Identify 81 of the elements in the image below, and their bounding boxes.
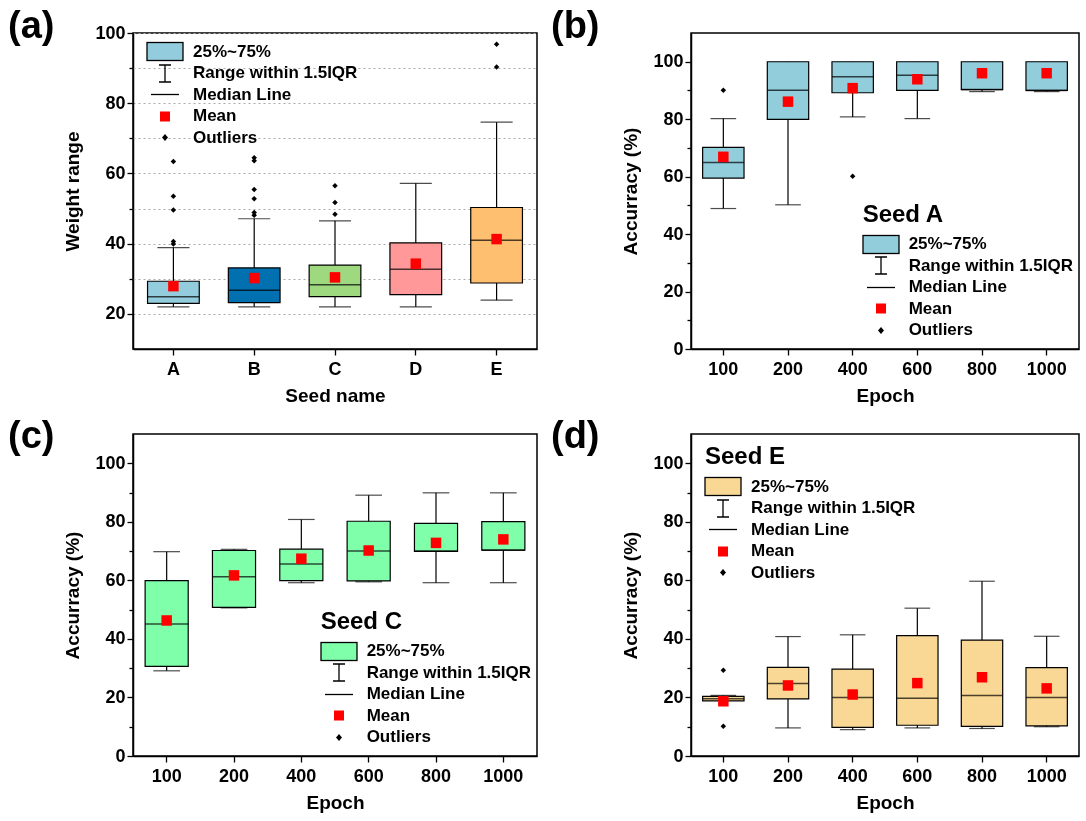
- x-tick-label: 600: [902, 358, 933, 379]
- x-tick-label: 800: [966, 358, 998, 379]
- annotation: Median Line: [908, 277, 1007, 298]
- annotation: Outliers: [366, 727, 431, 748]
- annotation: Mean: [908, 298, 953, 319]
- y-tick-label: 40: [663, 628, 684, 649]
- y-tick-label: 100: [95, 22, 126, 43]
- annotation: Outliers: [193, 127, 258, 148]
- annotation: Median Line: [193, 84, 292, 105]
- y-tick-label: 20: [105, 303, 126, 324]
- x-tick-label: 800: [966, 765, 998, 786]
- chart-title: (b): [551, 4, 600, 47]
- y-tick-label: 20: [663, 686, 684, 707]
- x-tick-label: 200: [772, 765, 804, 786]
- x-tick-label: B: [247, 358, 261, 379]
- annotation: Outliers: [751, 562, 816, 583]
- y-tick-label: 0: [115, 745, 126, 766]
- x-axis-title: Epoch: [306, 791, 365, 813]
- y-tick-label: 100: [653, 452, 684, 473]
- text: Seed C: [320, 606, 403, 635]
- x-axis-title: Epoch: [856, 384, 915, 406]
- y-tick-label: 40: [105, 628, 126, 649]
- x-tick-label: 100: [708, 358, 739, 379]
- annotation: Outliers: [908, 320, 973, 341]
- y-tick-label: 80: [663, 108, 684, 129]
- annotation: Range within 1.5IQR: [751, 498, 916, 519]
- x-tick-label: 400: [837, 765, 868, 786]
- annotation: Range within 1.5IQR: [366, 662, 531, 683]
- x-tick-label: 600: [353, 765, 384, 786]
- x-tick-label: 800: [420, 765, 452, 786]
- y-axis-title: Weight range: [62, 131, 84, 252]
- x-tick-label: 400: [286, 765, 317, 786]
- x-tick-label: A: [166, 358, 180, 379]
- y-tick-label: 80: [105, 92, 126, 113]
- y-axis-title: Accurracy (%): [620, 127, 642, 256]
- annotation: Mean: [366, 705, 411, 726]
- x-tick-label: 200: [218, 765, 250, 786]
- x-tick-label: E: [490, 358, 503, 379]
- x-axis-title: Epoch: [856, 791, 915, 813]
- chart-title: (d): [551, 414, 600, 457]
- annotation: 25%~75%: [908, 234, 987, 255]
- x-tick-label: 600: [902, 765, 933, 786]
- annotation: Range within 1.5IQR: [193, 63, 358, 84]
- y-tick-label: 60: [105, 569, 126, 590]
- y-axis-title: Accurracy (%): [620, 531, 642, 660]
- y-tick-label: 60: [663, 166, 684, 187]
- annotation: 25%~75%: [751, 476, 829, 497]
- y-tick-label: 100: [653, 51, 684, 72]
- y-tick-label: 60: [663, 569, 684, 590]
- x-tick-label: 100: [708, 765, 739, 786]
- annotation: Median Line: [366, 684, 465, 705]
- chart-title: (a): [8, 4, 55, 47]
- annotation: Range within 1.5IQR: [908, 255, 1073, 276]
- y-tick-label: 80: [105, 511, 126, 532]
- x-tick-label: 1000: [1026, 358, 1067, 379]
- text: Seed A: [862, 199, 945, 228]
- chart-subtitle: Seed E: [705, 442, 787, 470]
- y-tick-label: 100: [95, 452, 126, 473]
- x-tick-label: 200: [772, 358, 804, 379]
- y-axis-title: Accurracy (%): [62, 531, 84, 660]
- x-tick-label: 1000: [483, 765, 524, 786]
- chart-title: (c): [8, 414, 55, 457]
- annotation: Mean: [751, 541, 795, 562]
- y-tick-label: 0: [673, 745, 684, 766]
- annotation: 25%~75%: [366, 641, 445, 662]
- y-tick-label: 40: [663, 223, 684, 244]
- annotation: Median Line: [751, 519, 850, 540]
- annotation: Mean: [193, 106, 237, 127]
- x-tick-label: 1000: [1026, 765, 1067, 786]
- x-axis-title: Seed name: [285, 384, 386, 406]
- y-tick-label: 40: [105, 233, 126, 254]
- x-tick-label: D: [409, 358, 423, 379]
- y-tick-label: 80: [663, 511, 684, 532]
- x-tick-label: 400: [837, 358, 868, 379]
- y-tick-label: 20: [105, 686, 126, 707]
- y-tick-label: 0: [673, 338, 684, 359]
- annotation: 25%~75%: [193, 41, 271, 62]
- y-tick-label: 20: [663, 281, 684, 302]
- x-tick-label: 100: [151, 765, 182, 786]
- y-tick-label: 60: [105, 162, 126, 183]
- x-tick-label: C: [328, 358, 342, 379]
